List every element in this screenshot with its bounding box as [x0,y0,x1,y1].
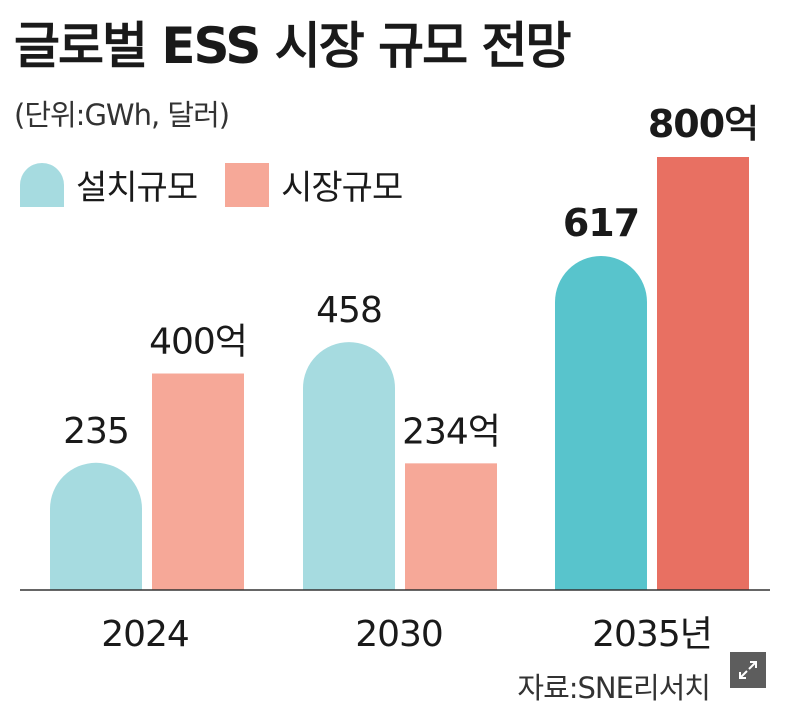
unit-label: (단위:GWh, 달러) [14,98,230,132]
data-label-installed-0: 235 [63,411,129,452]
legend-label-market: 시장규모 [281,168,403,208]
x-tick-label-2: 2035년 [592,614,712,655]
x-tick-label-0: 2024 [101,614,189,655]
bar-market-1 [405,463,497,590]
legend-swatch-installed [20,162,64,207]
bar-market-0 [152,373,244,590]
expand-icon [739,661,757,679]
legend-label-installed: 설치규모 [76,168,198,208]
bar-installed-2 [555,256,647,590]
bar-market-2 [657,157,749,590]
bar-installed-0 [50,462,142,590]
data-label-market-2: 800억 [648,102,758,146]
expand-button[interactable] [730,652,766,688]
bar-installed-1 [303,342,395,590]
legend-item-market: 시장규모 [225,160,403,209]
data-label-market-0: 400억 [149,322,247,363]
data-label-market-1: 234억 [402,411,500,452]
data-label-installed-1: 458 [316,290,382,331]
legend: 설치규모 시장규모 [20,160,430,209]
x-tick-label-1: 2030 [355,614,443,655]
data-label-installed-2: 617 [563,201,639,245]
chart-title: 글로벌 ESS 시장 규모 전망 [14,17,572,75]
legend-swatch-market [225,162,270,207]
legend-item-installed: 설치규모 [20,160,198,209]
source-note: 자료:SNE리서치 [517,671,711,705]
